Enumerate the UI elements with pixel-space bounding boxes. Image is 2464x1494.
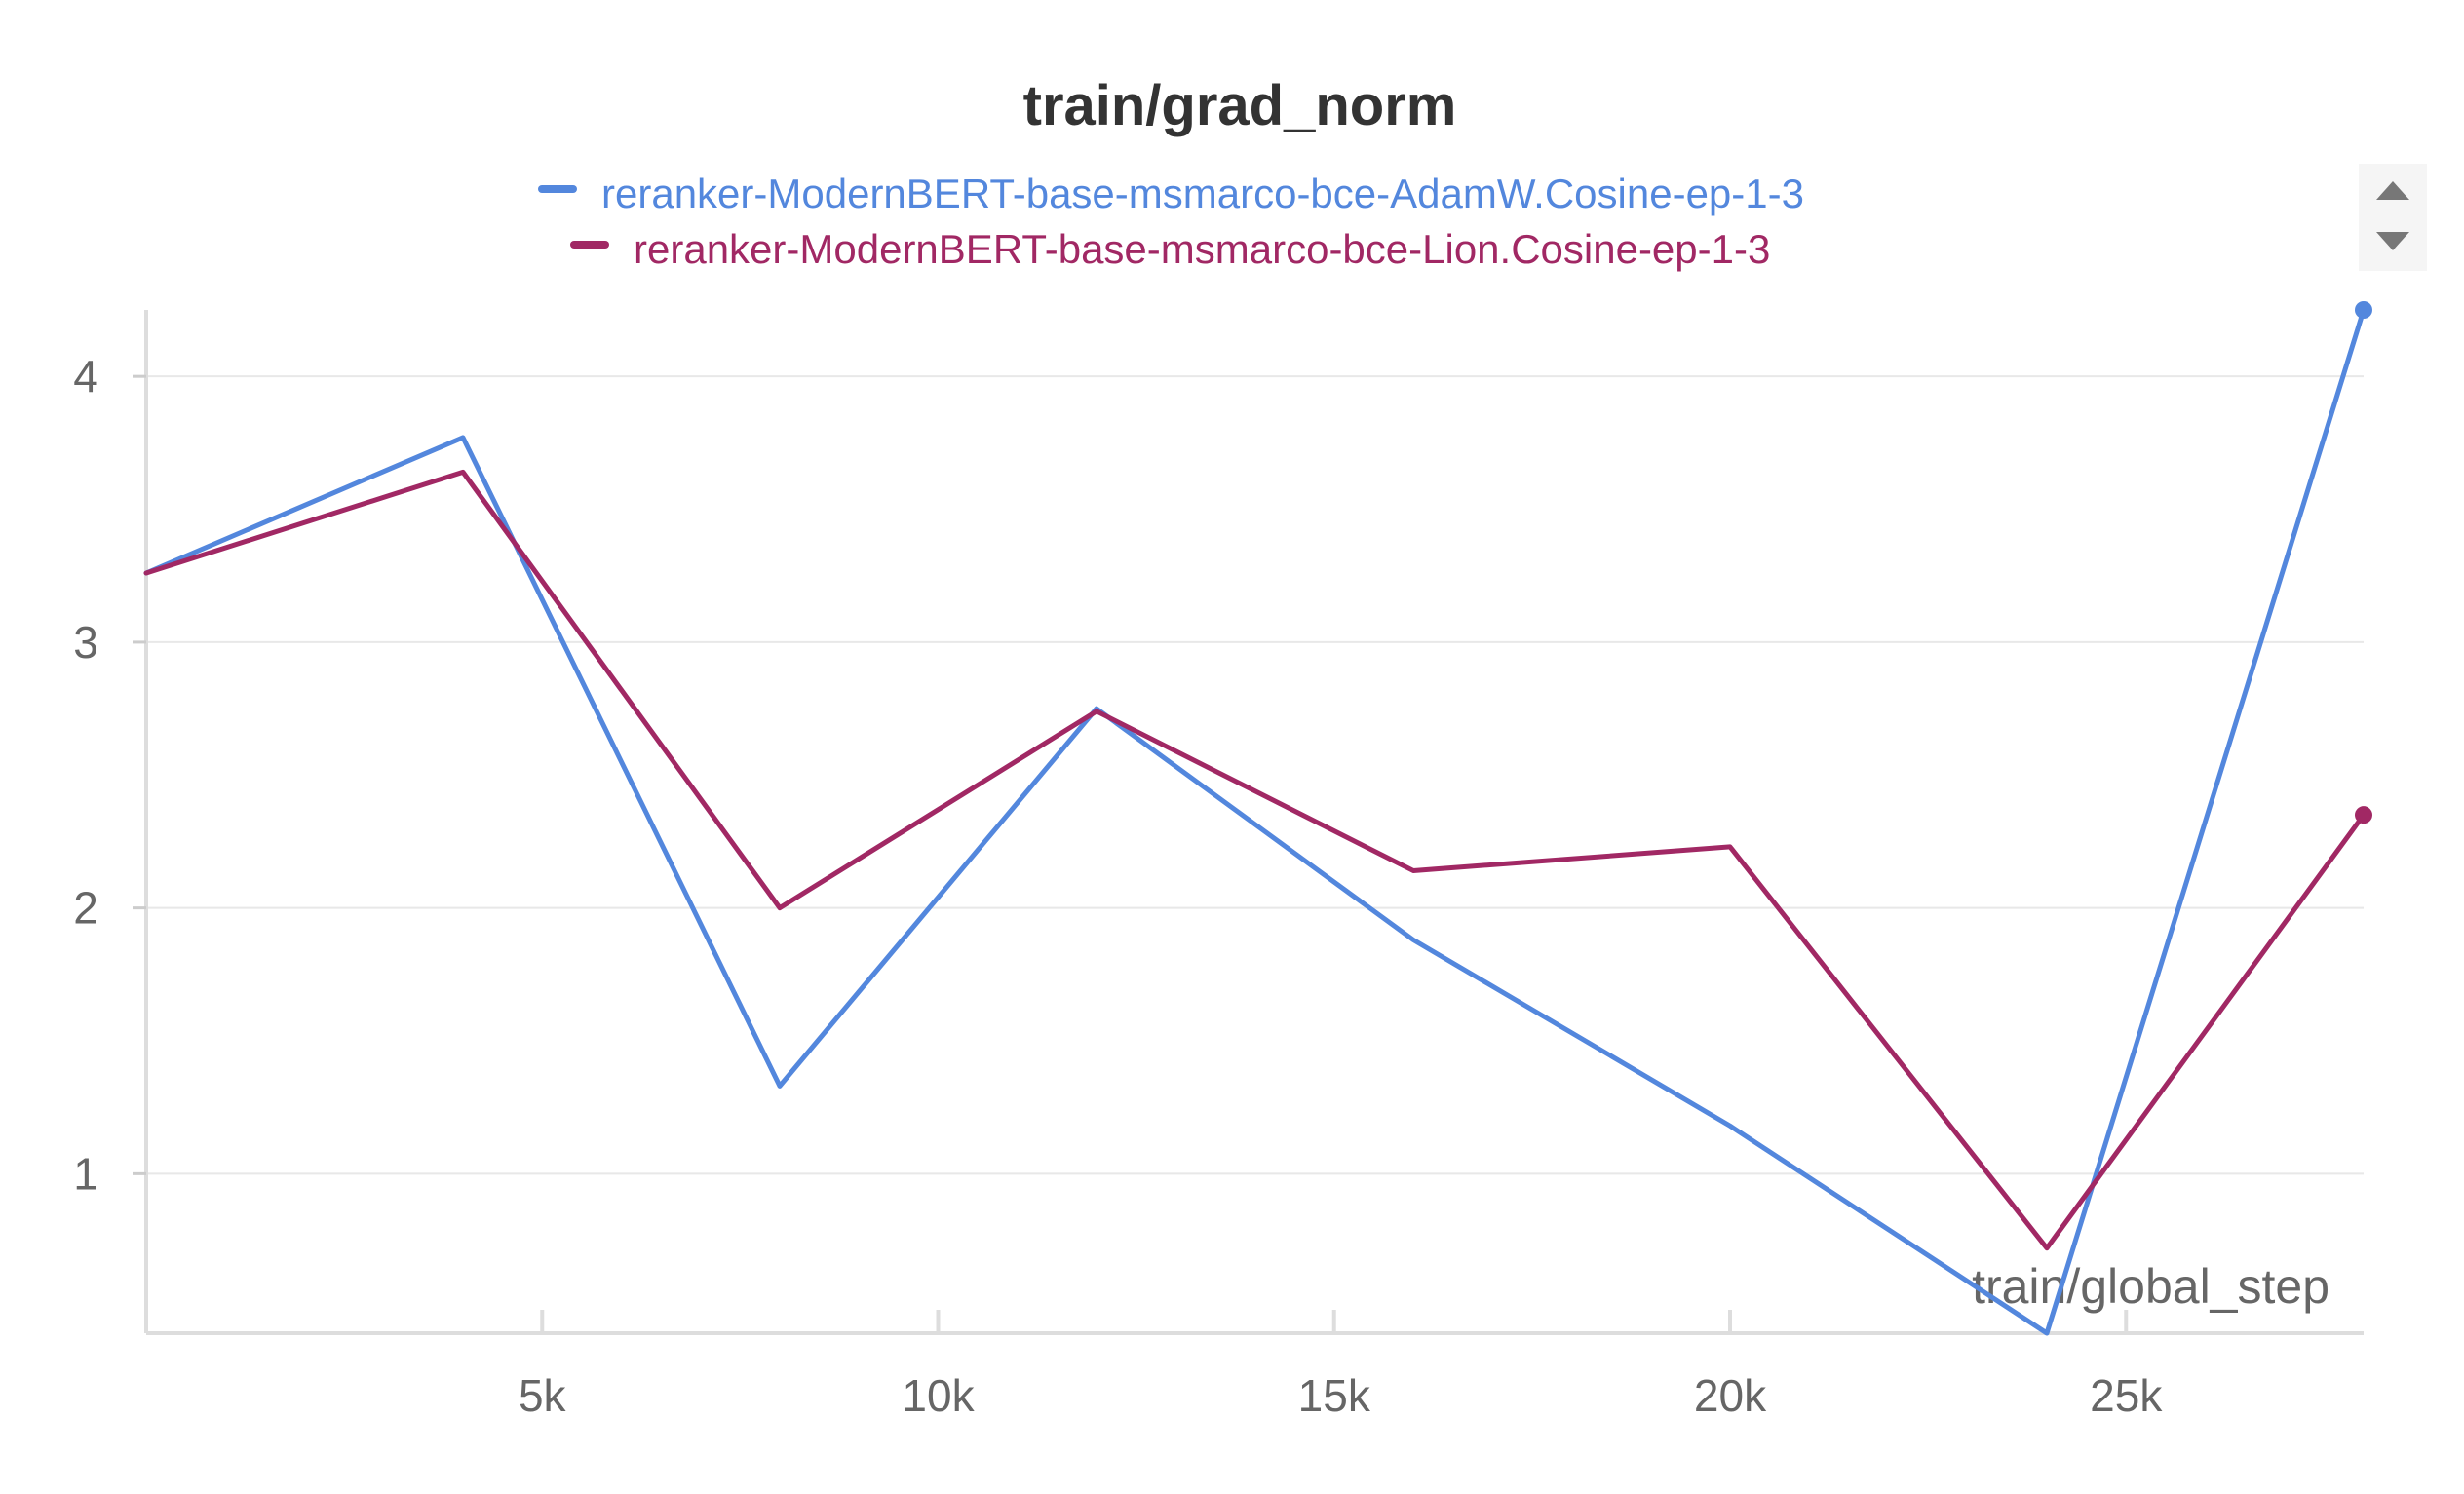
x-tick-label-25k: 25k — [2090, 1370, 2163, 1421]
x-axis-ticks: 5k 10k 15k 20k 25k — [519, 1310, 2163, 1421]
x-tick-label-5k: 5k — [519, 1370, 567, 1421]
x-tick-label-20k: 20k — [1694, 1370, 1767, 1421]
legend-scroll-controls[interactable] — [2359, 164, 2427, 271]
grid-lines — [146, 375, 2364, 1175]
series-lines[interactable] — [143, 307, 2367, 1336]
scroll-down-icon[interactable] — [2376, 232, 2409, 250]
legend-swatch-1[interactable] — [538, 185, 577, 193]
y-tick-label-1: 1 — [73, 1148, 98, 1199]
legend[interactable]: reranker-ModernBERT-base-msmarco-bce-Ada… — [538, 171, 1804, 272]
legend-scroll-track — [2359, 164, 2427, 271]
x-tick-label-10k: 10k — [902, 1370, 975, 1421]
legend-label-1[interactable]: reranker-ModernBERT-base-msmarco-bce-Ada… — [601, 171, 1804, 216]
x-tick-label-15k: 15k — [1298, 1370, 1371, 1421]
x-axis-label: train/global_step — [1972, 1259, 2329, 1314]
series-line-2[interactable] — [143, 469, 2367, 1251]
series-end-point-1[interactable] — [2355, 301, 2372, 319]
y-tick-label-4: 4 — [73, 351, 98, 402]
y-axis-ticks: 1 2 3 4 — [73, 351, 146, 1199]
legend-label-2[interactable]: reranker-ModernBERT-base-msmarco-bce-Lio… — [634, 226, 1770, 272]
chart-title: train/grad_norm — [1023, 74, 1457, 137]
legend-swatch-2[interactable] — [570, 241, 609, 249]
y-tick-label-3: 3 — [73, 617, 98, 668]
scroll-up-icon[interactable] — [2376, 181, 2409, 200]
series-line-1[interactable] — [143, 307, 2367, 1336]
y-tick-label-2: 2 — [73, 883, 98, 934]
axes — [144, 310, 2364, 1335]
series-end-point-2[interactable] — [2355, 806, 2372, 824]
series-end-points[interactable] — [2355, 301, 2372, 824]
